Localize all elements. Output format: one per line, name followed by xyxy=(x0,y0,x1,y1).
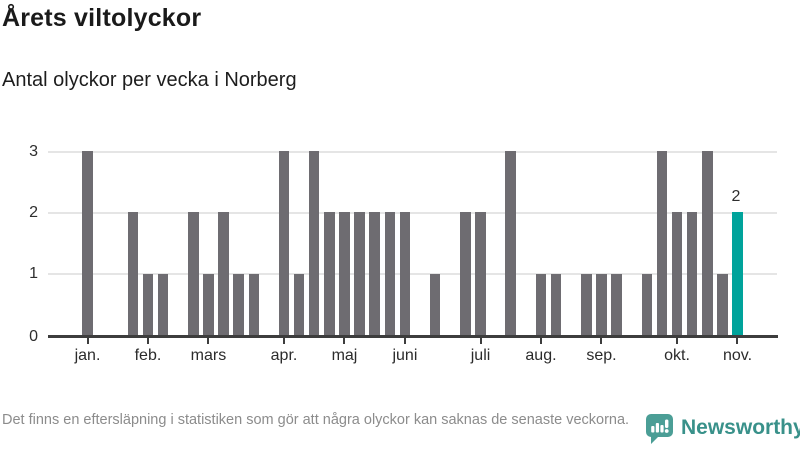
x-axis-tick-nov xyxy=(736,337,739,344)
bar-week-35 xyxy=(611,273,622,335)
bar-week-38 xyxy=(656,151,668,335)
bar-week-26 xyxy=(475,212,486,335)
x-axis-tick-feb xyxy=(146,337,149,344)
x-axis-label-maj: maj xyxy=(331,347,358,364)
newsworthy-logo-icon xyxy=(645,413,674,450)
bar-week-15 xyxy=(308,151,320,335)
bar-week-40 xyxy=(686,212,698,335)
bar-week-0 xyxy=(82,151,93,335)
newsworthy-logo[interactable]: Newsworthy xyxy=(645,413,800,450)
bar-week-14 xyxy=(293,273,305,335)
x-axis-label-aug: aug. xyxy=(525,347,557,364)
x-axis-label-sep: sep. xyxy=(586,347,617,364)
x-axis-tick-juni xyxy=(403,337,406,344)
x-axis-tick-apr xyxy=(283,337,285,344)
y-axis-label-3: 3 xyxy=(29,142,38,160)
x-axis-tick-jan xyxy=(86,337,89,344)
bar-week-13 xyxy=(278,151,290,335)
bar-week-31 xyxy=(550,273,562,335)
bar-week-3 xyxy=(127,212,139,335)
bar-value-label: 2 xyxy=(731,188,741,206)
bar-week-18 xyxy=(354,212,365,335)
y-axis-label-0: 0 xyxy=(29,327,38,345)
data-lag-disclaimer: Det finns en eftersläpning i statistiken… xyxy=(2,412,630,428)
x-axis-label-nov: nov. xyxy=(722,347,753,364)
bar-week-41 xyxy=(702,151,713,335)
x-axis-label-feb: feb. xyxy=(134,347,162,364)
bar-week-11 xyxy=(248,273,260,335)
gridline-y2 xyxy=(48,211,777,214)
bar-week-30 xyxy=(535,273,547,335)
highlighted-bar-week-43 xyxy=(732,212,743,335)
bar-week-21 xyxy=(399,212,411,335)
x-axis-tick-okt xyxy=(676,337,679,344)
bar-week-37 xyxy=(641,273,653,335)
bar-week-4 xyxy=(142,273,154,335)
bar-week-20 xyxy=(384,212,396,335)
x-axis-label-jan: jan. xyxy=(74,347,101,364)
bar-week-5 xyxy=(157,273,169,335)
bar-week-10 xyxy=(233,273,244,335)
x-axis-tick-aug xyxy=(539,337,542,344)
bar-week-17 xyxy=(339,212,350,335)
newsworthy-logo-text: Newsworthy xyxy=(681,416,800,439)
y-axis-label-1: 1 xyxy=(29,265,38,283)
bar-week-34 xyxy=(596,273,607,335)
y-axis-label-2: 2 xyxy=(29,203,38,221)
bar-week-28 xyxy=(505,151,516,335)
page-title: Årets viltolyckor xyxy=(2,4,202,32)
bar-week-23 xyxy=(429,273,441,335)
x-axis-tick-mars xyxy=(207,337,210,344)
gridline-y1 xyxy=(48,273,777,276)
x-axis-tick-juli xyxy=(479,337,482,344)
bar-week-39 xyxy=(671,212,683,335)
bar-week-9 xyxy=(218,212,229,335)
x-axis-tick-maj xyxy=(343,337,346,344)
x-axis-label-juli: juli xyxy=(470,347,491,364)
bar-week-7 xyxy=(188,212,199,335)
x-axis-line xyxy=(48,335,778,338)
bar-week-42 xyxy=(717,273,728,335)
x-axis-label-okt: okt. xyxy=(664,347,690,364)
bar-week-8 xyxy=(203,273,214,335)
bar-week-16 xyxy=(324,212,335,335)
bar-week-33 xyxy=(581,273,592,335)
x-axis-label-juni: juni xyxy=(392,347,418,364)
chart-subtitle: Antal olyckor per vecka i Norberg xyxy=(2,69,297,91)
x-axis-label-mars: mars xyxy=(190,347,227,364)
x-axis-tick-sep xyxy=(600,337,603,344)
bar-week-19 xyxy=(369,212,380,335)
gridline-y3 xyxy=(48,150,777,153)
x-axis-label-apr: apr. xyxy=(270,347,298,364)
bar-week-25 xyxy=(460,212,471,335)
